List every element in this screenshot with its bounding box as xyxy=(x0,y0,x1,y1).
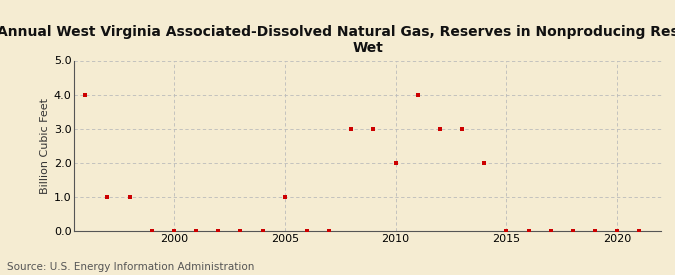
Point xyxy=(479,161,489,165)
Point xyxy=(457,126,468,131)
Point xyxy=(435,126,446,131)
Point xyxy=(501,229,512,233)
Point xyxy=(368,126,379,131)
Point xyxy=(169,229,180,233)
Point xyxy=(102,195,113,199)
Title: Annual West Virginia Associated-Dissolved Natural Gas, Reserves in Nonproducing : Annual West Virginia Associated-Dissolve… xyxy=(0,25,675,55)
Point xyxy=(80,92,90,97)
Point xyxy=(279,195,290,199)
Point xyxy=(324,229,335,233)
Point xyxy=(568,229,578,233)
Point xyxy=(124,195,135,199)
Point xyxy=(191,229,202,233)
Point xyxy=(545,229,556,233)
Point xyxy=(390,161,401,165)
Point xyxy=(523,229,534,233)
Point xyxy=(590,229,601,233)
Text: Source: U.S. Energy Information Administration: Source: U.S. Energy Information Administ… xyxy=(7,262,254,272)
Point xyxy=(634,229,645,233)
Point xyxy=(146,229,157,233)
Point xyxy=(412,92,423,97)
Point xyxy=(302,229,313,233)
Point xyxy=(612,229,622,233)
Point xyxy=(346,126,356,131)
Y-axis label: Billion Cubic Feet: Billion Cubic Feet xyxy=(40,98,49,194)
Point xyxy=(213,229,223,233)
Point xyxy=(257,229,268,233)
Point xyxy=(235,229,246,233)
